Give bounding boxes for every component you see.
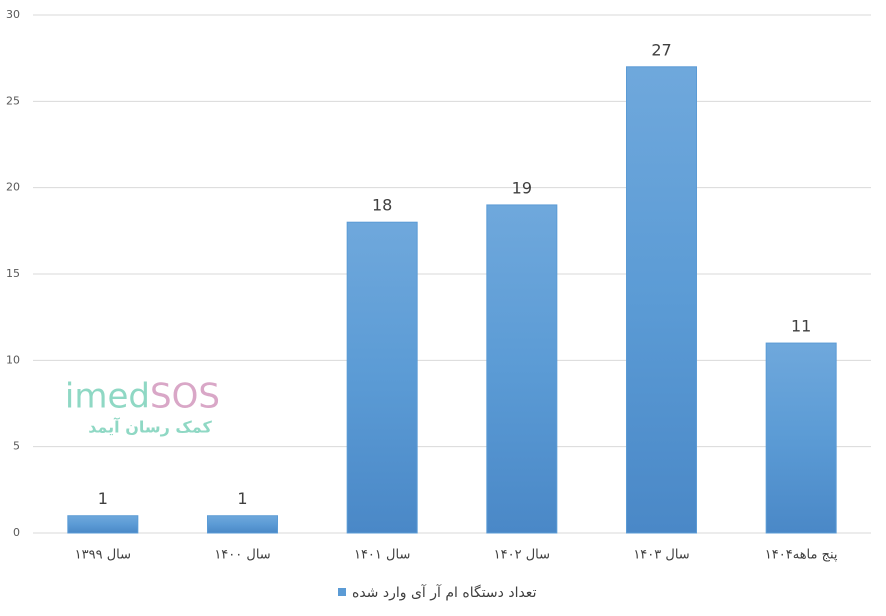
- watermark-brand: SOS: [150, 377, 220, 417]
- y-tick-label: 25: [6, 94, 20, 107]
- watermark-brand: imed: [65, 377, 150, 417]
- y-tick-label: 20: [6, 181, 20, 194]
- y-tick-label: 0: [13, 526, 20, 539]
- watermark-tagline: کمک رسان آیمد: [88, 417, 212, 437]
- data-label: 19: [512, 178, 532, 197]
- data-label: 18: [372, 196, 392, 215]
- y-tick-label: 5: [13, 440, 20, 453]
- data-label: 1: [237, 489, 247, 508]
- x-tick-label: سال ۱۴۰۰: [214, 548, 270, 563]
- bar: [765, 342, 837, 534]
- bar: [486, 204, 558, 534]
- y-tick-label: 30: [6, 8, 20, 21]
- legend-swatch: [338, 588, 346, 596]
- x-tick-label: سال ۱۴۰۲: [494, 548, 550, 563]
- y-tick-label: 15: [6, 267, 20, 280]
- legend-label: تعداد دستگاه ام آر آی وارد شده: [352, 584, 537, 601]
- bar: [207, 515, 278, 534]
- bar: [346, 221, 418, 534]
- y-tick-label: 10: [6, 353, 20, 366]
- x-tick-label: سال ۱۴۰۳: [633, 548, 689, 563]
- x-tick-label: سال ۱۳۹۹: [75, 548, 131, 563]
- data-label: 11: [791, 317, 811, 336]
- bar: [67, 515, 139, 534]
- data-label: 27: [651, 40, 671, 59]
- data-label: 1: [98, 489, 108, 508]
- x-tick-label: سال ۱۴۰۱: [354, 548, 410, 563]
- bar: [626, 66, 697, 534]
- x-tick-label: پنج ماهه۱۴۰۴: [765, 548, 838, 563]
